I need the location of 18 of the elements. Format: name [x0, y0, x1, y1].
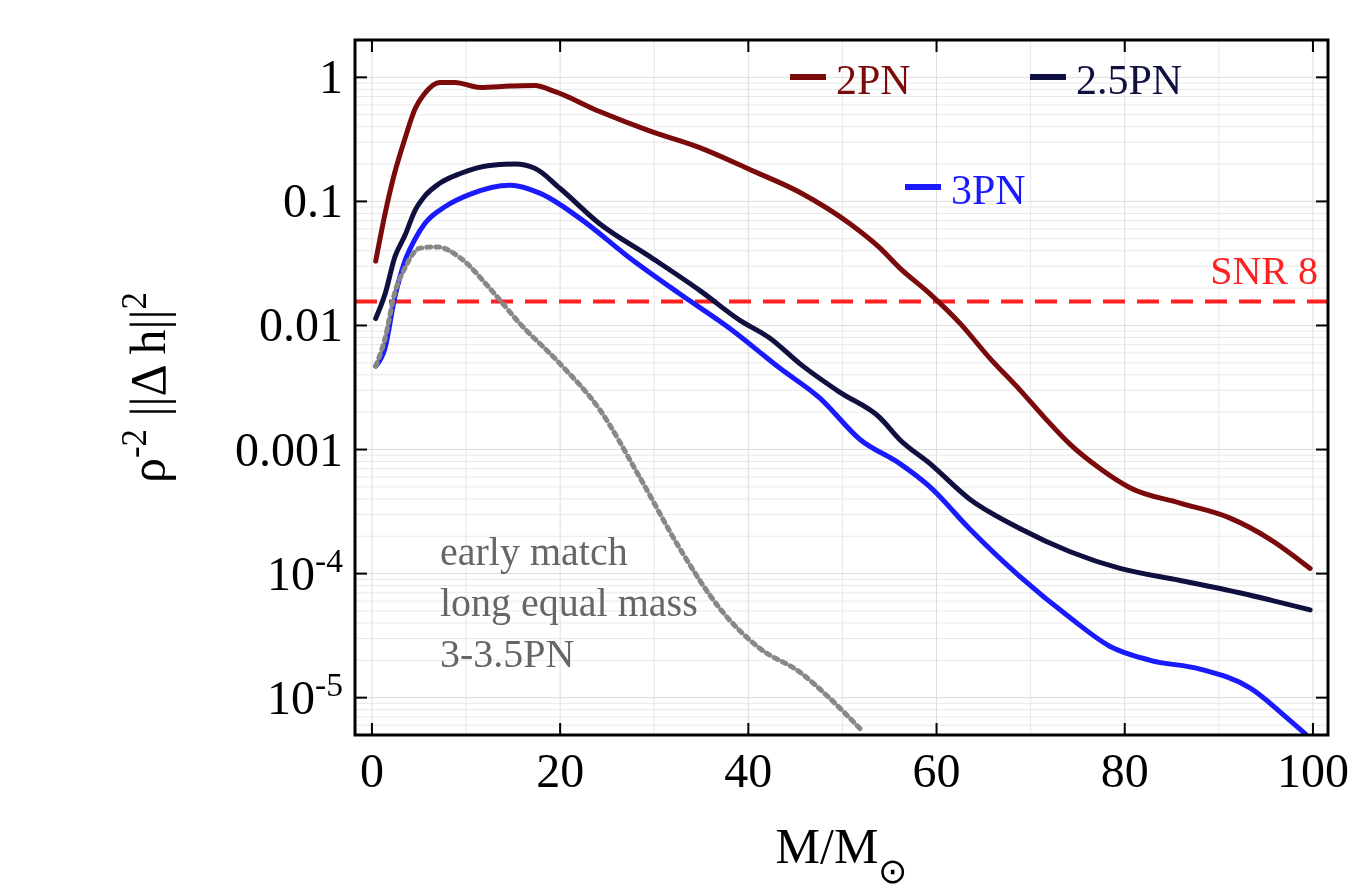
y-tick-label: 0.001	[235, 422, 343, 476]
y-tick-label: 10$^{-5}$	[267, 665, 343, 724]
x-tick-label: 100	[1276, 744, 1349, 797]
legend-label: 2PN	[836, 57, 911, 103]
legend-label: 3PN	[951, 167, 1026, 213]
y-tick-label: 0.1	[283, 174, 343, 228]
y-tick-label: 0.01	[259, 298, 343, 352]
legend-label: 2.5PN	[1076, 57, 1183, 103]
annotation: early match long equal mass 3-3.5PN	[440, 529, 698, 676]
x-tick-label: 20	[536, 744, 585, 797]
x-tick-label: 0	[359, 744, 384, 797]
y-tick-label: 10$^{-4}$	[267, 541, 344, 600]
x-tick-label: 80	[1100, 744, 1149, 797]
ref-line-label: SNR 8	[1210, 247, 1318, 293]
x-tick-label: 60	[912, 744, 961, 797]
y-tick-label: 1	[319, 50, 343, 104]
x-tick-label: 40	[724, 744, 773, 797]
x-axis-title: M/M$_{⊙}$	[775, 818, 908, 891]
